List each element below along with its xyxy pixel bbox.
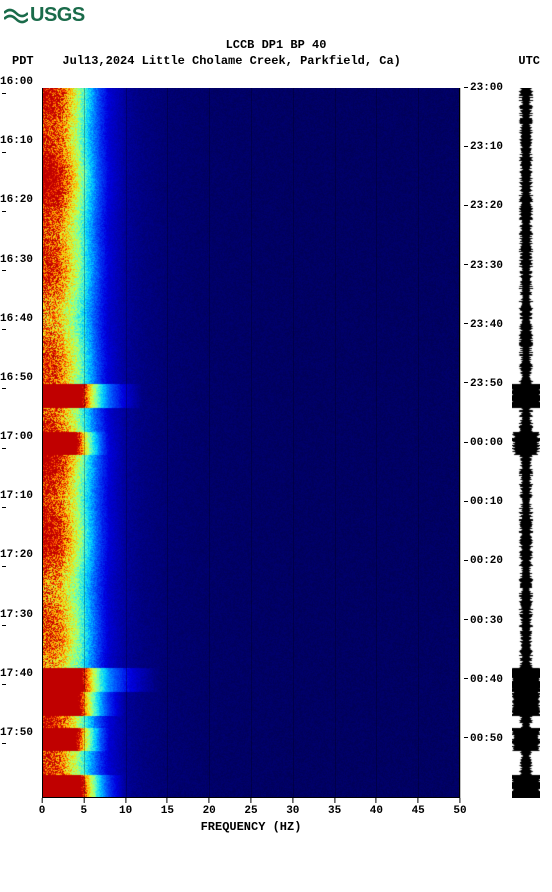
axis-right-tick: 00:10 [464,496,503,508]
amplitude-strip [512,88,540,798]
axis-right-tick: 23:30 [464,260,503,272]
axis-left-tick: 17:20 [0,549,38,573]
axis-right-tick: 00:50 [464,733,503,745]
axis-left-tick: 16:10 [0,135,38,159]
header-right-zone: UTC [518,54,540,68]
axis-bottom-tick: 5 [80,798,87,817]
axis-right-tick: 00:20 [464,555,503,567]
axis-right-tick: 00:40 [464,674,503,686]
axis-left-tick: 17:10 [0,490,38,514]
axis-left-tick: 16:20 [0,194,38,218]
axis-left-tick: 16:40 [0,313,38,337]
axis-right-tick: 23:20 [464,200,503,212]
amplitude-canvas [512,88,540,798]
axis-right-tick: 23:10 [464,141,503,153]
axis-left-tick: 16:50 [0,372,38,396]
usgs-logo: USGS [4,4,85,27]
axis-right-tick: 23:00 [464,82,503,94]
axis-bottom-tick: 35 [328,798,341,817]
header-date: Jul13,2024 [62,54,134,68]
axis-right-tick: 00:30 [464,615,503,627]
axis-bottom-tick: 40 [370,798,383,817]
axis-bottom-tick: 50 [453,798,466,817]
chart-title: LCCB DP1 BP 40 [0,38,552,52]
axis-bottom-tick: 30 [286,798,299,817]
usgs-wave-icon [4,7,28,25]
axis-left-tick: 17:50 [0,727,38,751]
axis-bottom-tick: 45 [412,798,425,817]
axis-bottom-tick: 20 [203,798,216,817]
axis-right-tick: 23:40 [464,319,503,331]
axis-bottom-tick: 15 [161,798,174,817]
x-axis-label: FREQUENCY (HZ) [201,820,302,834]
axis-right-tick: 23:50 [464,378,503,390]
axis-left-tick: 17:40 [0,668,38,692]
axis-bottom-tick: 0 [39,798,46,817]
axis-left-tick: 17:00 [0,431,38,455]
axis-right-utc: 23:0023:1023:2023:3023:4023:5000:0000:10… [462,88,506,798]
axis-right-tick: 00:00 [464,437,503,449]
axis-bottom-frequency: FREQUENCY (HZ) 05101520253035404550 [42,798,460,838]
usgs-logo-text: USGS [30,4,85,27]
chart-header: LCCB DP1 BP 40 PDT Jul13,2024 Little Cho… [0,38,552,68]
header-location: Little Cholame Creek, Parkfield, Ca) [142,54,401,68]
spectrogram-canvas [42,88,460,798]
axis-left-tick: 16:00 [0,76,38,100]
axis-left-tick: 17:30 [0,609,38,633]
spectrogram-plot [42,88,460,798]
axis-left-tick: 16:30 [0,254,38,278]
header-left-zone: PDT [12,54,34,68]
axis-left-pdt: 16:0016:1016:2016:3016:4016:5017:0017:10… [0,88,40,798]
axis-bottom-tick: 25 [244,798,257,817]
axis-bottom-tick: 10 [119,798,132,817]
